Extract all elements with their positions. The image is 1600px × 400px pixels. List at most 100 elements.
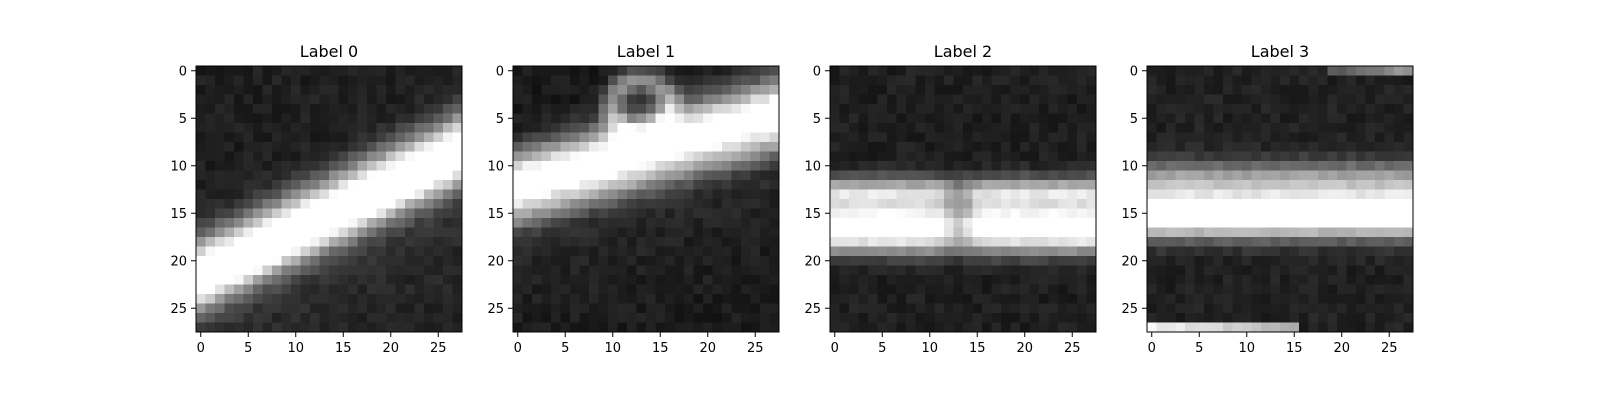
heatmap-cell	[906, 75, 916, 86]
heatmap-cell	[1232, 256, 1243, 266]
heatmap-cell	[972, 94, 983, 105]
heatmap-cell	[1048, 322, 1059, 333]
heatmap-cell	[858, 237, 869, 247]
heatmap-cell	[253, 208, 263, 219]
heatmap-cell	[513, 104, 523, 114]
heatmap-cell	[665, 246, 675, 257]
heatmap-cell	[452, 322, 463, 333]
heatmap-cell	[532, 170, 542, 181]
heatmap-cell	[452, 294, 463, 304]
heatmap-cell	[1270, 294, 1281, 304]
heatmap-cell	[338, 85, 349, 95]
heatmap-cell	[1067, 170, 1078, 181]
heatmap-cell	[386, 161, 396, 171]
heatmap-cell	[674, 142, 685, 152]
heatmap-cell	[830, 246, 840, 257]
heatmap-cell	[906, 142, 916, 152]
heatmap-cell	[414, 142, 425, 152]
heatmap-cell	[1185, 313, 1195, 323]
heatmap-cell	[1308, 66, 1319, 76]
heatmap-cell	[310, 294, 320, 304]
heatmap-cell	[1039, 322, 1049, 333]
heatmap-cell	[414, 161, 425, 171]
heatmap-cell	[452, 227, 463, 238]
heatmap-cell	[1185, 161, 1195, 171]
heatmap-cell	[433, 75, 444, 86]
heatmap-cell	[944, 294, 954, 304]
heatmap-cell	[1039, 123, 1049, 133]
heatmap-cell	[1156, 132, 1167, 143]
heatmap-cell	[300, 123, 311, 133]
heatmap-cell	[395, 208, 406, 219]
heatmap-cell	[281, 104, 292, 114]
heatmap-cell	[1384, 151, 1395, 162]
heatmap-cell	[665, 170, 675, 181]
x-tick-label: 25	[747, 341, 764, 356]
heatmap-cell	[655, 113, 666, 124]
heatmap-cell	[452, 132, 463, 143]
heatmap-cell	[310, 322, 320, 333]
heatmap-cell	[925, 189, 935, 200]
heatmap-cell	[830, 142, 840, 152]
heatmap-cell	[433, 237, 444, 247]
heatmap-cell	[1086, 180, 1097, 190]
heatmap-cell	[1308, 94, 1319, 105]
heatmap-cell	[608, 142, 618, 152]
heatmap-cell	[522, 142, 533, 152]
heatmap-cell	[532, 142, 542, 152]
heatmap-cell	[1020, 227, 1030, 238]
heatmap-cell	[646, 104, 656, 114]
heatmap-cell	[579, 94, 590, 105]
heatmap-cell	[443, 161, 453, 171]
heatmap-cell	[877, 123, 888, 133]
heatmap-cell	[830, 208, 840, 219]
heatmap-cell	[1185, 113, 1195, 124]
heatmap-cell	[329, 303, 339, 314]
heatmap-cell	[243, 303, 254, 314]
heatmap-cell	[452, 199, 463, 209]
heatmap-cell	[693, 142, 704, 152]
heatmap-cell	[1029, 199, 1040, 209]
heatmap-cell	[522, 75, 533, 86]
heatmap-cell	[532, 132, 542, 143]
heatmap-cell	[1213, 265, 1224, 276]
heatmap-cell	[1147, 294, 1157, 304]
heatmap-cell	[1280, 275, 1290, 285]
heatmap-cell	[300, 322, 311, 333]
heatmap-cell	[849, 275, 859, 285]
heatmap-cell	[1039, 199, 1049, 209]
heatmap-cell	[234, 294, 244, 304]
heatmap-cell	[1280, 237, 1290, 247]
heatmap-cell	[953, 199, 964, 209]
heatmap-cell	[243, 294, 254, 304]
heatmap-cell	[839, 104, 850, 114]
heatmap-cell	[1204, 132, 1214, 143]
heatmap-cell	[243, 265, 254, 276]
heatmap-cell	[205, 227, 216, 238]
heatmap-cell	[319, 104, 330, 114]
heatmap-cell	[1166, 218, 1176, 228]
heatmap-cell	[1261, 85, 1271, 95]
heatmap-cell	[1384, 313, 1395, 323]
heatmap-cell	[1223, 123, 1233, 133]
heatmap-cell	[1058, 85, 1068, 95]
heatmap-cell	[1067, 180, 1078, 190]
heatmap-cell	[215, 85, 225, 95]
heatmap-cell	[830, 180, 840, 190]
heatmap-cell	[1299, 218, 1309, 228]
heatmap-cell	[452, 104, 463, 114]
heatmap-cell	[224, 218, 235, 228]
heatmap-cell	[395, 104, 406, 114]
heatmap-cell	[262, 104, 273, 114]
heatmap-cell	[1194, 275, 1205, 285]
heatmap-cell	[1403, 284, 1414, 295]
heatmap-cell	[1384, 180, 1395, 190]
heatmap-cell	[750, 284, 761, 295]
heatmap-cell	[579, 189, 590, 200]
heatmap-cell	[205, 199, 216, 209]
heatmap-cell	[1029, 246, 1040, 257]
heatmap-cell	[982, 85, 992, 95]
heatmap-cell	[1156, 170, 1167, 181]
heatmap-cell	[858, 208, 869, 219]
heatmap-cell	[1365, 218, 1376, 228]
